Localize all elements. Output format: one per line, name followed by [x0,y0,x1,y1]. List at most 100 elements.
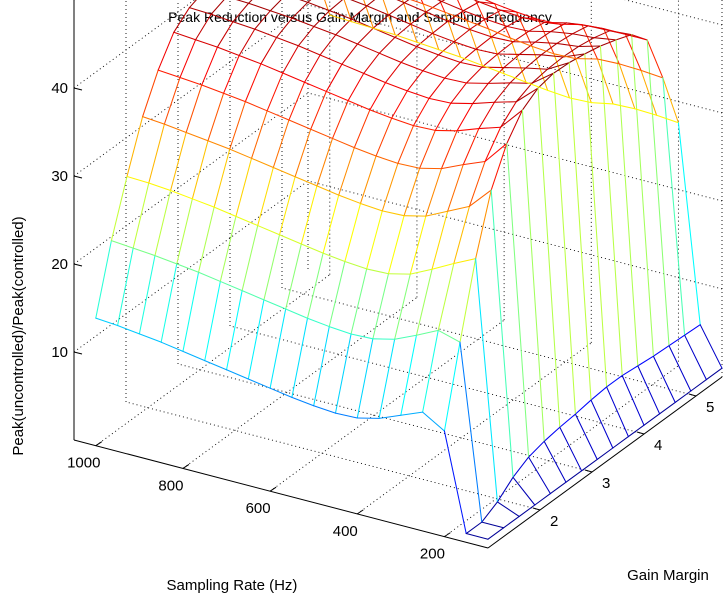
mesh-segment [500,9,524,19]
mesh-segment [331,100,349,139]
mesh-segment [487,67,505,84]
mesh-segment [422,329,439,413]
mesh-segment [95,240,112,319]
mesh-segment [472,82,489,105]
mesh-segment [444,61,461,79]
mesh-segment [409,11,427,25]
mesh-segment [459,61,483,68]
mesh-segment [207,140,231,150]
mesh-segment [705,367,723,381]
mesh-segment [534,31,552,43]
x-tick-label: 3 [602,475,610,492]
mesh-segment [366,0,376,7]
mesh-segment [316,185,340,196]
mesh-segment [515,82,533,103]
mesh-segment [322,194,340,254]
mesh-segment [247,299,265,380]
mesh-segment [329,0,343,12]
mesh-segment [157,31,175,71]
mesh-segment [481,53,499,68]
z-tick-label: 10 [51,344,68,361]
mesh-segment [410,0,424,5]
mesh-segment [394,34,418,43]
mesh-segment [138,255,156,335]
z-tick-mark [73,87,83,91]
mesh-segment [204,360,228,371]
mesh-segment [503,53,520,69]
mesh-segment [160,341,184,352]
mesh-segment [543,440,567,483]
mesh-segment [247,378,271,389]
mesh-segment [387,215,405,275]
mesh-segment [375,117,393,157]
mesh-segment [329,10,352,20]
grid-line [307,180,723,290]
mesh-segment [549,481,567,495]
mesh-segment [272,166,296,178]
mesh-segment [251,157,274,169]
mesh-segment [531,45,555,55]
mesh-segment [668,345,692,392]
mesh-segment [637,365,661,415]
mesh-segment [562,45,580,58]
mesh-segment [624,33,648,41]
mesh-segment [403,0,410,4]
mesh-segment [593,37,617,41]
mesh-segment [299,0,309,3]
mesh-segment [646,39,664,79]
mesh-segment [210,13,234,23]
mesh-segment [506,142,530,458]
mesh-segment [509,37,533,47]
mesh-segment [615,39,639,367]
mesh-segment [241,225,259,292]
mesh-segment [481,64,505,75]
y-tick-label: 400 [333,523,358,540]
mesh-segment [643,413,661,426]
grid-line [73,0,196,89]
mesh-segment [226,290,243,371]
mesh-segment [431,32,455,43]
mesh-segment [148,123,165,184]
mesh-segment [528,21,545,32]
mesh-segment [148,182,172,192]
mesh-segment [154,255,178,265]
mesh-segment [257,166,274,227]
mesh-segment [574,413,598,460]
mesh-segment [553,72,576,415]
mesh-segment [437,329,461,343]
mesh-segment [438,49,462,58]
mesh-segment [173,7,190,33]
mesh-segment [266,72,284,112]
mesh-segment [260,36,278,65]
mesh-segment [260,63,284,74]
mesh-segment [425,210,449,217]
mesh-segment [459,48,477,63]
mesh-segment [431,20,449,34]
mesh-segment [565,470,583,483]
mesh-segment [531,68,548,84]
x-tick-mark [636,431,645,435]
mesh-segment [674,390,692,403]
mesh-segment [478,101,495,130]
mesh-segment [612,103,636,110]
mesh-segment [319,54,343,65]
mesh-segment [282,72,306,83]
mesh-segment [269,10,293,19]
mesh-segment [568,62,592,401]
mesh-segment [384,82,408,92]
mesh-segment [350,268,368,335]
mesh-segment [306,252,324,319]
mesh-segment [503,73,527,83]
mesh-segment [475,36,492,50]
mesh-segment [394,36,418,48]
mesh-segment [546,62,570,70]
mesh-segment [350,5,368,20]
mesh-segment [553,53,570,99]
mesh-segment [603,28,626,35]
y-tick-mark [269,486,277,492]
mesh-segment [434,102,452,131]
mesh-segment [453,41,477,50]
grid-line [177,363,593,473]
mesh-segment [559,413,576,428]
